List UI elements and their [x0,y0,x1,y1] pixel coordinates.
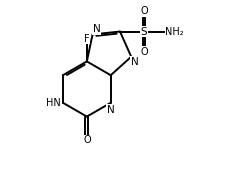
Text: O: O [140,6,148,16]
Text: O: O [140,47,148,57]
Text: N: N [131,57,139,67]
Text: S: S [141,27,147,36]
Text: HN: HN [46,98,61,108]
Text: F: F [84,34,90,44]
Text: O: O [83,135,91,145]
Text: N: N [107,105,115,115]
Text: N: N [92,24,100,34]
Text: NH₂: NH₂ [165,27,184,36]
